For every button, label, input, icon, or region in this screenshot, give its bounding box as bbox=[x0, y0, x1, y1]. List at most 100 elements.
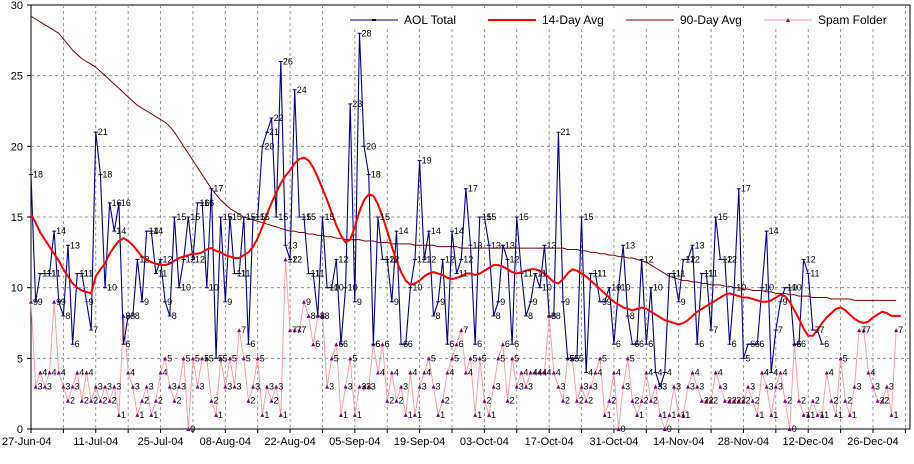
data-label-aol-total: 3 bbox=[662, 382, 667, 392]
data-label-spam-folder: 1 bbox=[477, 410, 482, 420]
data-label-spam-folder: 3 bbox=[699, 382, 704, 392]
data-label-spam-folder: 5 bbox=[167, 353, 172, 363]
legend-label: 90-Day Avg bbox=[680, 13, 742, 27]
data-label-aol-total: 8 bbox=[172, 311, 177, 321]
data-label-spam-folder: 4 bbox=[870, 367, 875, 377]
data-label-aol-total: 10 bbox=[542, 283, 552, 293]
data-label-aol-total: 6 bbox=[648, 339, 653, 349]
data-label-aol-total: 14 bbox=[56, 226, 66, 236]
data-label-spam-folder: 3 bbox=[676, 382, 681, 392]
data-label-spam-folder: 3 bbox=[528, 382, 533, 392]
data-label-aol-total: 5 bbox=[574, 353, 579, 363]
point-spam-folder bbox=[232, 384, 237, 389]
point-spam-folder bbox=[89, 398, 94, 403]
data-label-aol-total: 9 bbox=[38, 297, 43, 307]
point-spam-folder bbox=[70, 384, 75, 389]
data-label-spam-folder: 5 bbox=[574, 353, 579, 363]
point-spam-folder bbox=[537, 370, 542, 375]
point-spam-folder bbox=[93, 384, 98, 389]
point-spam-folder bbox=[334, 342, 339, 347]
point-spam-folder bbox=[704, 398, 709, 403]
point-spam-folder bbox=[736, 398, 741, 403]
point-spam-folder bbox=[607, 398, 612, 403]
data-label-aol-total: 10 bbox=[107, 283, 117, 293]
data-label-spam-folder: 3 bbox=[348, 382, 353, 392]
data-label-aol-total: 15 bbox=[190, 212, 200, 222]
data-label-aol-total: 4 bbox=[667, 367, 672, 377]
data-label-aol-total: 12 bbox=[139, 254, 149, 264]
point-spam-folder bbox=[126, 370, 131, 375]
data-label-spam-folder: 3 bbox=[47, 382, 52, 392]
series-line-spam-folder bbox=[30, 258, 897, 430]
data-label-spam-folder: 1 bbox=[810, 410, 815, 420]
data-label-spam-folder: 2 bbox=[736, 396, 741, 406]
legend-bg bbox=[346, 10, 481, 28]
point-spam-folder bbox=[375, 370, 380, 375]
point-spam-folder bbox=[473, 412, 478, 417]
legend-label: AOL Total bbox=[404, 13, 456, 27]
point-spam-folder bbox=[227, 356, 232, 361]
data-label-spam-folder: 3 bbox=[255, 382, 260, 392]
data-label-aol-total: 11 bbox=[52, 269, 61, 279]
data-label-aol-total: 12 bbox=[510, 254, 520, 264]
data-label-spam-folder: 5 bbox=[209, 353, 214, 363]
point-spam-folder bbox=[288, 328, 293, 333]
y-axis: 0 5 10 15 20 25 30 bbox=[11, 0, 31, 436]
x-tick-label: 14-Nov-04 bbox=[653, 436, 704, 448]
point-spam-folder bbox=[204, 356, 209, 361]
point-spam-folder bbox=[551, 370, 556, 375]
data-label-aol-total: 14 bbox=[149, 226, 159, 236]
point-spam-folder bbox=[186, 427, 191, 431]
point-spam-folder bbox=[394, 398, 399, 403]
data-label-aol-total: 7 bbox=[819, 325, 824, 335]
point-spam-folder bbox=[727, 398, 732, 403]
data-label-spam-folder: 4 bbox=[52, 367, 57, 377]
data-label-spam-folder: 6 bbox=[505, 339, 510, 349]
data-label-spam-folder: 2 bbox=[815, 396, 820, 406]
point-spam-folder bbox=[320, 313, 325, 318]
data-label-aol-total: 12 bbox=[385, 254, 395, 264]
point-spam-folder bbox=[889, 412, 894, 417]
x-tick-label: 19-Sep-04 bbox=[394, 436, 445, 448]
point-spam-folder bbox=[163, 356, 168, 361]
data-label-aol-total: 19 bbox=[422, 155, 432, 165]
point-spam-folder bbox=[806, 412, 811, 417]
data-label-aol-total: 12 bbox=[292, 254, 302, 264]
data-label-spam-folder: 2 bbox=[389, 396, 394, 406]
data-label-spam-folder: 5 bbox=[204, 353, 209, 363]
point-spam-folder bbox=[574, 398, 579, 403]
data-label-spam-folder: 6 bbox=[796, 339, 801, 349]
data-label-spam-folder: 2 bbox=[213, 396, 218, 406]
point-spam-folder bbox=[732, 398, 737, 403]
point-spam-folder bbox=[579, 384, 584, 389]
data-label-spam-folder: 4 bbox=[829, 367, 834, 377]
point-spam-folder bbox=[519, 370, 524, 375]
series-layer bbox=[29, 15, 901, 431]
point-spam-folder bbox=[505, 398, 510, 403]
point-spam-folder bbox=[357, 384, 362, 389]
data-label-aol-total: 5 bbox=[579, 353, 584, 363]
data-label-aol-total: 6 bbox=[408, 339, 413, 349]
data-label-spam-folder: 3 bbox=[75, 382, 80, 392]
data-label-aol-total: 16 bbox=[121, 198, 131, 208]
data-label-aol-total: 11 bbox=[158, 269, 167, 279]
series-line-14-day-avg bbox=[30, 156, 901, 337]
point-spam-folder bbox=[829, 398, 834, 403]
data-label-aol-total: 13 bbox=[491, 240, 501, 250]
data-label-spam-folder: 3 bbox=[361, 382, 366, 392]
data-label-spam-folder: 5 bbox=[514, 353, 519, 363]
data-label-spam-folder: 2 bbox=[588, 396, 593, 406]
point-spam-folder bbox=[130, 384, 135, 389]
point-spam-folder bbox=[417, 384, 422, 389]
data-label-aol-total: 15 bbox=[306, 212, 316, 222]
data-label-spam-folder: 4 bbox=[782, 367, 787, 377]
data-label-spam-folder: 4 bbox=[42, 367, 47, 377]
data-label-spam-folder: 3 bbox=[750, 382, 755, 392]
point-spam-folder bbox=[695, 384, 700, 389]
data-label-spam-folder: 5 bbox=[246, 353, 251, 363]
data-label-spam-folder: 2 bbox=[644, 396, 649, 406]
data-label-aol-total: 9 bbox=[167, 297, 172, 307]
data-label-spam-folder: 1 bbox=[491, 410, 496, 420]
data-label-spam-folder: 4 bbox=[79, 367, 84, 377]
